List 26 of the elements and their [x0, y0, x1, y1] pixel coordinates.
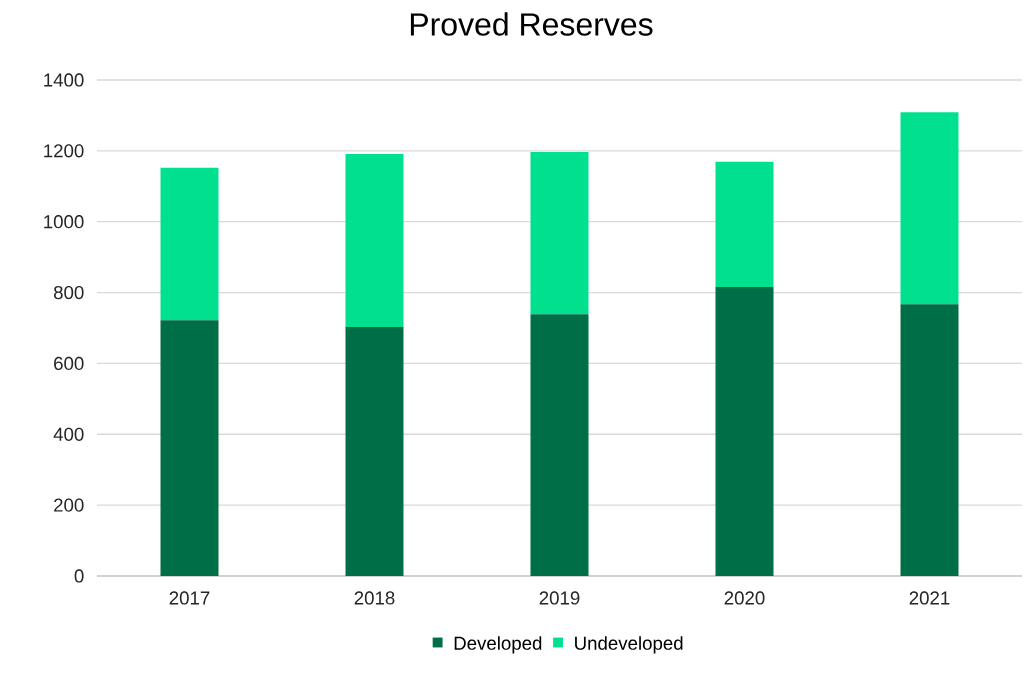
x-tick-label: 2018	[354, 591, 395, 605]
bar	[715, 286, 774, 576]
bar	[900, 304, 959, 576]
x-tick-label: 2021	[909, 591, 950, 605]
y-tick-label: 1200	[44, 144, 84, 158]
x-tick-label: 2020	[724, 591, 765, 605]
y-tick-label: 800	[53, 285, 84, 300]
y-tick-label: 1000	[44, 215, 84, 229]
y-tick-label: 600	[54, 356, 84, 371]
x-tick-label: 2017	[169, 591, 210, 605]
y-tick-label: 200	[54, 498, 84, 512]
y-tick-label: 1400	[44, 73, 84, 87]
bar	[715, 161, 774, 287]
y-tick-label: 400	[53, 427, 84, 441]
bar	[530, 151, 589, 315]
y-tick-label: 0	[74, 569, 84, 583]
bar	[160, 167, 219, 321]
bar	[530, 314, 589, 576]
x-tick-label: 2019	[539, 591, 580, 605]
legend-label: Undeveloped	[575, 636, 683, 654]
bar	[345, 326, 404, 576]
bar	[160, 320, 219, 576]
bar	[345, 154, 404, 327]
bar	[900, 112, 959, 305]
legend-label: Developed	[454, 636, 542, 654]
chart-title: Proved Reserves	[410, 12, 653, 36]
